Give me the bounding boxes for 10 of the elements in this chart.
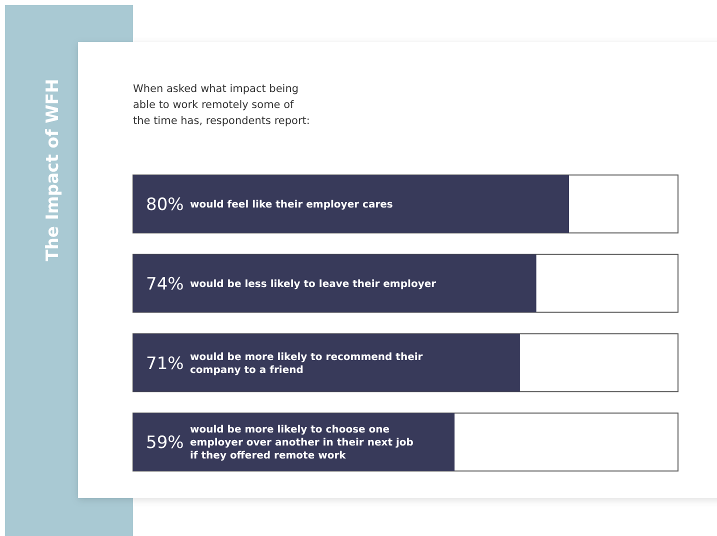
data-label: 59% bbox=[146, 433, 184, 454]
y-tick-label: would be more likely to choose one employer over another in their next job if they offered remote work bbox=[190, 424, 414, 462]
chart-subtitle: When asked what impact being able to work remotely some of the time has, respondents report: bbox=[133, 83, 310, 127]
chart-title: The Impact of WFH bbox=[43, 78, 64, 262]
y-tick-label: would feel like their employer cares bbox=[190, 200, 393, 211]
data-label: 71% bbox=[146, 354, 184, 374]
y-tick-label: would be more likely to recommend their company to a friend bbox=[190, 352, 423, 376]
y-tick-label: would be less likely to leave their employer bbox=[190, 278, 436, 290]
data-label: 80% bbox=[146, 195, 184, 216]
data-label: 74% bbox=[146, 274, 184, 294]
